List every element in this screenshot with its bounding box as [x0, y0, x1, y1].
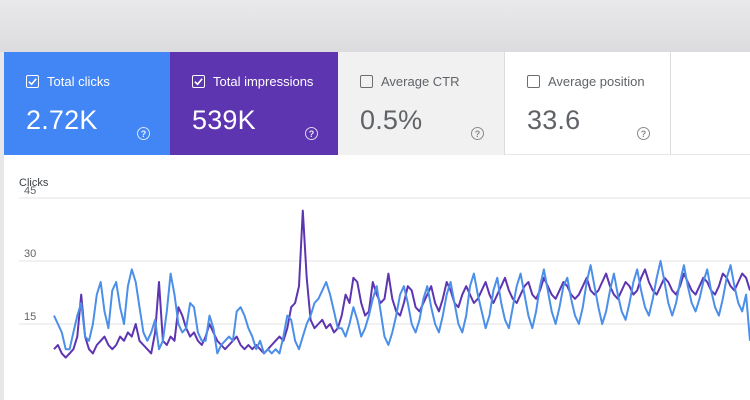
- chart-grid: [19, 197, 750, 325]
- help-circle-icon[interactable]: ?: [637, 127, 650, 140]
- checkbox-icon[interactable]: [26, 74, 39, 88]
- metric-label: Total impressions: [213, 73, 314, 89]
- help-circle-icon[interactable]: ?: [471, 127, 484, 140]
- cards-filler: [671, 52, 750, 155]
- metric-label: Total clicks: [47, 73, 110, 89]
- y-tick-label: 30: [24, 248, 36, 260]
- y-tick-label: 45: [24, 185, 36, 197]
- top-bar: [0, 0, 750, 52]
- y-tick-label: 15: [24, 311, 36, 323]
- chart-y-label: Clicks: [19, 177, 49, 189]
- metric-card-total-clicks[interactable]: Total clicks 2.72K ?: [4, 52, 170, 155]
- performance-panel: Total clicks 2.72K ? Total impressions 5…: [4, 52, 750, 400]
- metric-label: Average position: [548, 73, 645, 89]
- checkbox-icon[interactable]: [192, 74, 205, 88]
- chart-y-ticks: 45 30 15: [24, 185, 36, 323]
- metric-value: 539K: [192, 105, 256, 135]
- series-line: [53, 260, 750, 355]
- series-line: [53, 209, 750, 359]
- checkbox-icon[interactable]: [360, 74, 373, 88]
- metric-card-average-position[interactable]: Average position 33.6 ?: [505, 52, 671, 155]
- help-circle-icon[interactable]: ?: [137, 127, 150, 140]
- metric-label: Average CTR: [381, 73, 460, 89]
- metric-cards: Total clicks 2.72K ? Total impressions 5…: [4, 52, 750, 155]
- metric-card-average-ctr[interactable]: Average CTR 0.5% ?: [338, 52, 505, 155]
- metric-value: 0.5%: [360, 105, 423, 135]
- help-circle-icon[interactable]: ?: [305, 127, 318, 140]
- performance-chart: 45 30 15: [19, 185, 750, 359]
- chart-series: [53, 209, 750, 359]
- metric-value: 2.72K: [26, 105, 98, 135]
- metric-value: 33.6: [527, 105, 581, 135]
- checkbox-icon[interactable]: [527, 74, 540, 88]
- metric-card-total-impressions[interactable]: Total impressions 539K ?: [170, 52, 338, 155]
